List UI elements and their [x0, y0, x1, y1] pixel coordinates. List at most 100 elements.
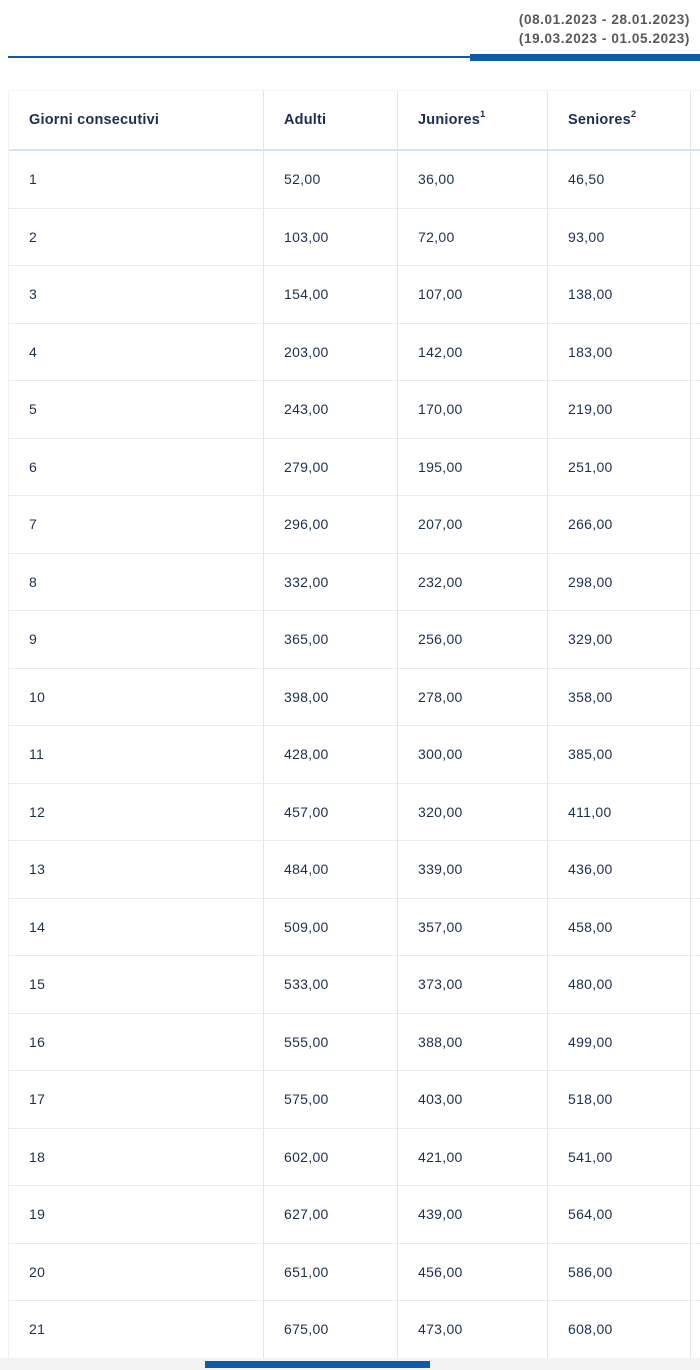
adulti-price-cell: 484,00	[264, 841, 398, 898]
seniores-price-cell: 266,00	[548, 496, 691, 553]
adulti-price-cell: 52,00	[264, 151, 398, 208]
juniores-price-cell: 72,00	[398, 208, 548, 265]
days-cell: 12	[9, 783, 264, 840]
days-cell: 11	[9, 726, 264, 783]
seniores-price-cell: 183,00	[548, 323, 691, 380]
table-row: 8 332,00 232,00 298,00	[9, 553, 700, 611]
days-cell: 8	[9, 553, 264, 610]
days-cell: 16	[9, 1013, 264, 1070]
juniores-price-cell: 170,00	[398, 381, 548, 438]
table-row: 15 533,00 373,00 480,00	[9, 956, 700, 1014]
seniores-price-cell: 586,00	[548, 1243, 691, 1300]
active-tab-indicator	[470, 54, 700, 61]
table-row: 20 651,00 456,00 586,00	[9, 1243, 700, 1301]
season-period-line2: (19.03.2023 - 01.05.2023)	[518, 31, 690, 46]
juniores-price-cell: 107,00	[398, 266, 548, 323]
table-row: 11 428,00 300,00 385,00	[9, 726, 700, 784]
cutoff-cell	[691, 1071, 700, 1128]
cutoff-cell	[691, 726, 700, 783]
table-row: 2 103,00 72,00 93,00	[9, 208, 700, 266]
table-row: 1 52,00 36,00 46,50	[9, 151, 700, 209]
horizontal-scrollbar-thumb[interactable]	[205, 1360, 430, 1368]
days-cell: 17	[9, 1071, 264, 1128]
price-table-card: Giorni consecutivi Adulti Juniores 1 Seni…	[8, 90, 700, 1358]
cutoff-cell	[691, 1186, 700, 1243]
adulti-price-cell: 509,00	[264, 898, 398, 955]
column-header-label: Adulti	[284, 112, 327, 128]
adulti-price-cell: 365,00	[264, 611, 398, 668]
days-cell: 10	[9, 668, 264, 725]
season-tab-label[interactable]: (08.01.2023 - 28.01.2023) (19.03.2023 - …	[519, 10, 690, 48]
seniores-price-cell: 385,00	[548, 726, 691, 783]
juniores-price-cell: 142,00	[398, 323, 548, 380]
days-cell: 6	[9, 438, 264, 495]
juniores-price-cell: 403,00	[398, 1071, 548, 1128]
seniores-price-cell: 138,00	[548, 266, 691, 323]
adulti-price-cell: 103,00	[264, 208, 398, 265]
cutoff-cell	[691, 841, 700, 898]
seniores-price-cell: 358,00	[548, 668, 691, 725]
table-row: 10 398,00 278,00 358,00	[9, 668, 700, 726]
table-row: 17 575,00 403,00 518,00	[9, 1071, 700, 1129]
cutoff-cell	[691, 324, 700, 381]
table-row: 7 296,00 207,00 266,00	[9, 496, 700, 554]
days-cell: 4	[9, 323, 264, 380]
juniores-price-cell: 388,00	[398, 1013, 548, 1070]
adulti-price-cell: 627,00	[264, 1186, 398, 1243]
column-header-label: Juniores	[418, 112, 481, 128]
column-header-seniores: Seniores 2	[548, 91, 691, 149]
cutoff-cell	[691, 1301, 700, 1358]
table-row: 9 365,00 256,00 329,00	[9, 611, 700, 669]
adulti-price-cell: 243,00	[264, 381, 398, 438]
seniores-price-cell: 480,00	[548, 956, 691, 1013]
seniores-price-cell: 329,00	[548, 611, 691, 668]
cutoff-cell	[691, 554, 700, 611]
table-header-row: Giorni consecutivi Adulti Juniores 1 Seni…	[9, 91, 700, 151]
cutoff-cell	[691, 381, 700, 438]
juniores-price-cell: 439,00	[398, 1186, 548, 1243]
days-cell: 19	[9, 1186, 264, 1243]
days-cell: 1	[9, 151, 264, 208]
cutoff-cell	[691, 1014, 700, 1071]
days-cell: 7	[9, 496, 264, 553]
cutoff-cell	[691, 611, 700, 668]
juniores-price-cell: 339,00	[398, 841, 548, 898]
adulti-price-cell: 428,00	[264, 726, 398, 783]
cutoff-cell	[691, 496, 700, 553]
adulti-price-cell: 555,00	[264, 1013, 398, 1070]
table-row: 4 203,00 142,00 183,00	[9, 323, 700, 381]
seniores-price-cell: 518,00	[548, 1071, 691, 1128]
table-row: 6 279,00 195,00 251,00	[9, 438, 700, 496]
cutoff-cell	[691, 209, 700, 266]
adulti-price-cell: 575,00	[264, 1071, 398, 1128]
horizontal-scrollbar-track[interactable]	[0, 1358, 700, 1370]
days-cell: 13	[9, 841, 264, 898]
tab-underline-track	[8, 56, 700, 58]
column-header-giorni: Giorni consecutivi	[9, 91, 264, 149]
table-row: 19 627,00 439,00 564,00	[9, 1186, 700, 1244]
adulti-price-cell: 675,00	[264, 1301, 398, 1358]
days-cell: 18	[9, 1128, 264, 1185]
juniores-price-cell: 278,00	[398, 668, 548, 725]
juniores-price-cell: 456,00	[398, 1243, 548, 1300]
season-period-line1: (08.01.2023 - 28.01.2023)	[518, 12, 690, 27]
cutoff-cell	[691, 899, 700, 956]
juniores-price-cell: 36,00	[398, 151, 548, 208]
juniores-price-cell: 207,00	[398, 496, 548, 553]
juniores-price-cell: 373,00	[398, 956, 548, 1013]
juniores-price-cell: 256,00	[398, 611, 548, 668]
column-header-juniores: Juniores 1	[398, 91, 548, 149]
table-row: 18 602,00 421,00 541,00	[9, 1128, 700, 1186]
juniores-price-cell: 357,00	[398, 898, 548, 955]
seniores-price-cell: 436,00	[548, 841, 691, 898]
cutoff-cell	[691, 956, 700, 1013]
days-cell: 14	[9, 898, 264, 955]
days-cell: 15	[9, 956, 264, 1013]
days-cell: 9	[9, 611, 264, 668]
seniores-price-cell: 541,00	[548, 1128, 691, 1185]
seniores-price-cell: 411,00	[548, 783, 691, 840]
cutoff-cell	[691, 1129, 700, 1186]
cutoff-cell	[691, 151, 700, 208]
seniores-price-cell: 251,00	[548, 438, 691, 495]
seniores-price-cell: 458,00	[548, 898, 691, 955]
